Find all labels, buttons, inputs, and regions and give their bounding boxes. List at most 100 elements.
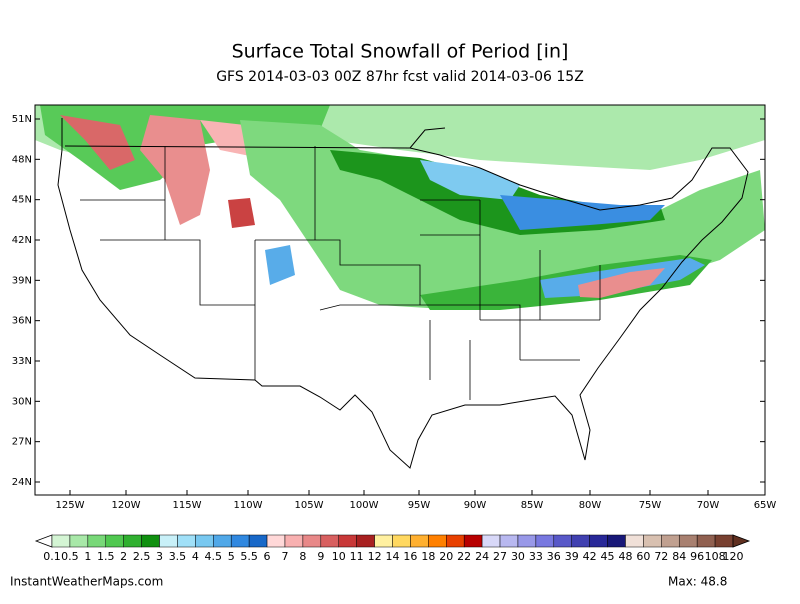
snow-shading [35,105,765,310]
colorbar-swatch [410,534,429,548]
lat-label: 33N [12,356,32,367]
colorbar: 0.1 0.5 1 1.5 2 2.5 3 3.5 4 4.5 5 5.5 6 7 8 9 10 11 12 14 16… [34,534,751,563]
map-area [34,104,766,496]
colorbar-label: 2.5 [133,550,151,563]
colorbar-label: 10 [332,550,346,563]
colorbar-swatch [195,534,214,548]
lon-label: 65W [754,500,777,511]
colorbar-swatch [338,534,357,548]
colorbar-end [732,534,751,548]
lat-label: 51N [12,114,32,125]
colorbar-label: 84 [672,550,686,563]
colorbar-label: 12 [368,550,382,563]
colorbar-swatch [714,534,734,548]
lat-label: 48N [12,154,32,165]
colorbar-label: 120 [723,550,744,563]
colorbar-swatch [661,534,680,548]
colorbar-label: 14 [386,550,400,563]
colorbar-label: 33 [529,550,543,563]
colorbar-swatch [177,534,196,548]
colorbar-swatch [213,534,232,548]
snow-area [420,160,520,200]
colorbar-label: 3.5 [169,550,187,563]
lon-label: 80W [579,500,602,511]
colorbar-label: 1.5 [97,550,115,563]
colorbar-swatch [51,534,71,548]
colorbar-label: 20 [439,550,453,563]
colorbar-swatch [589,534,608,548]
colorbar-label: 8 [299,550,306,563]
colorbar-swatch [696,534,716,548]
colorbar-label: 16 [403,550,417,563]
colorbar-swatch [446,534,465,548]
colorbar-label: 0.1 [43,550,61,563]
lat-label: 30N [12,396,32,407]
colorbar-label: 36 [547,550,561,563]
lat-label: 42N [12,235,32,246]
lat-label: 27N [12,437,32,448]
colorbar-swatch [248,534,268,548]
colorbar-swatch [607,534,626,548]
colorbar-swatch [643,534,662,548]
colorbar-label: 30 [511,550,525,563]
lon-label: 95W [408,500,431,511]
lon-label: 105W [295,500,324,511]
snow-area [500,195,665,230]
snow-area [228,198,255,228]
colorbar-label: 60 [636,550,650,563]
colorbar-label: 96 [690,550,704,563]
colorbar-label: 108 [705,550,726,563]
lon-label: 115W [173,500,202,511]
colorbar-label: 72 [654,550,668,563]
colorbar-label: 5.5 [240,550,258,563]
snow-area [60,115,135,170]
snow-area [265,245,295,285]
lon-label: 120W [112,500,141,511]
map-subtitle: GFS 2014-03-03 00Z 87hr fcst valid 2014-… [216,69,584,85]
lat-label: 45N [12,195,32,206]
colorbar-swatch [625,534,644,548]
colorbar-label: 3 [156,550,163,563]
lat-label: 39N [12,275,32,286]
lon-label: 100W [350,500,379,511]
colorbar-swatch [123,534,142,548]
colorbar-label: 18 [421,550,435,563]
colorbar-swatch [463,534,483,548]
lon-label: 70W [697,500,720,511]
colorbar-swatch [428,534,447,548]
colorbar-swatch [302,534,322,548]
colorbar-label: 39 [565,550,579,563]
colorbar-label: 27 [493,550,507,563]
lon-label: 85W [521,500,544,511]
max-value: Max: 48.8 [668,575,727,589]
colorbar-swatch [553,534,572,548]
state-lines [80,146,601,400]
credit: InstantWeatherMaps.com [10,575,163,589]
border-line [61,120,446,149]
colorbar-label: 42 [583,550,597,563]
colorbar-swatch [105,534,124,548]
colorbar-label: 1 [84,550,91,563]
colorbar-label: 11 [350,550,364,563]
colorbar-swatch [69,534,89,548]
colorbar-label: 5 [228,550,235,563]
colorbar-label: 7 [281,550,288,563]
colorbar-end [34,534,53,548]
colorbar-label: 45 [601,550,615,563]
colorbar-swatch [392,534,411,548]
colorbar-swatch [356,534,375,548]
colorbar-label: 4 [192,550,199,563]
colorbar-label: 4.5 [205,550,223,563]
snow-area [140,115,210,225]
colorbar-swatch [230,534,250,548]
map-title: Surface Total Snowfall of Period [in] [232,41,569,63]
colorbar-label: 0.5 [61,550,79,563]
colorbar-swatch [481,534,501,548]
colorbar-label: 2 [120,550,127,563]
colorbar-swatch [535,534,555,548]
lat-axis: 51N 48N 45N 42N 39N 36N 33N 30N 27N 24N [12,114,765,488]
colorbar-swatch [571,534,590,548]
lon-axis: 125W 120W 115W 110W 105W 100W 95W 90W 85W 80W 75W 7… [56,490,777,511]
colorbar-swatch [320,534,339,548]
colorbar-swatch [517,534,537,548]
